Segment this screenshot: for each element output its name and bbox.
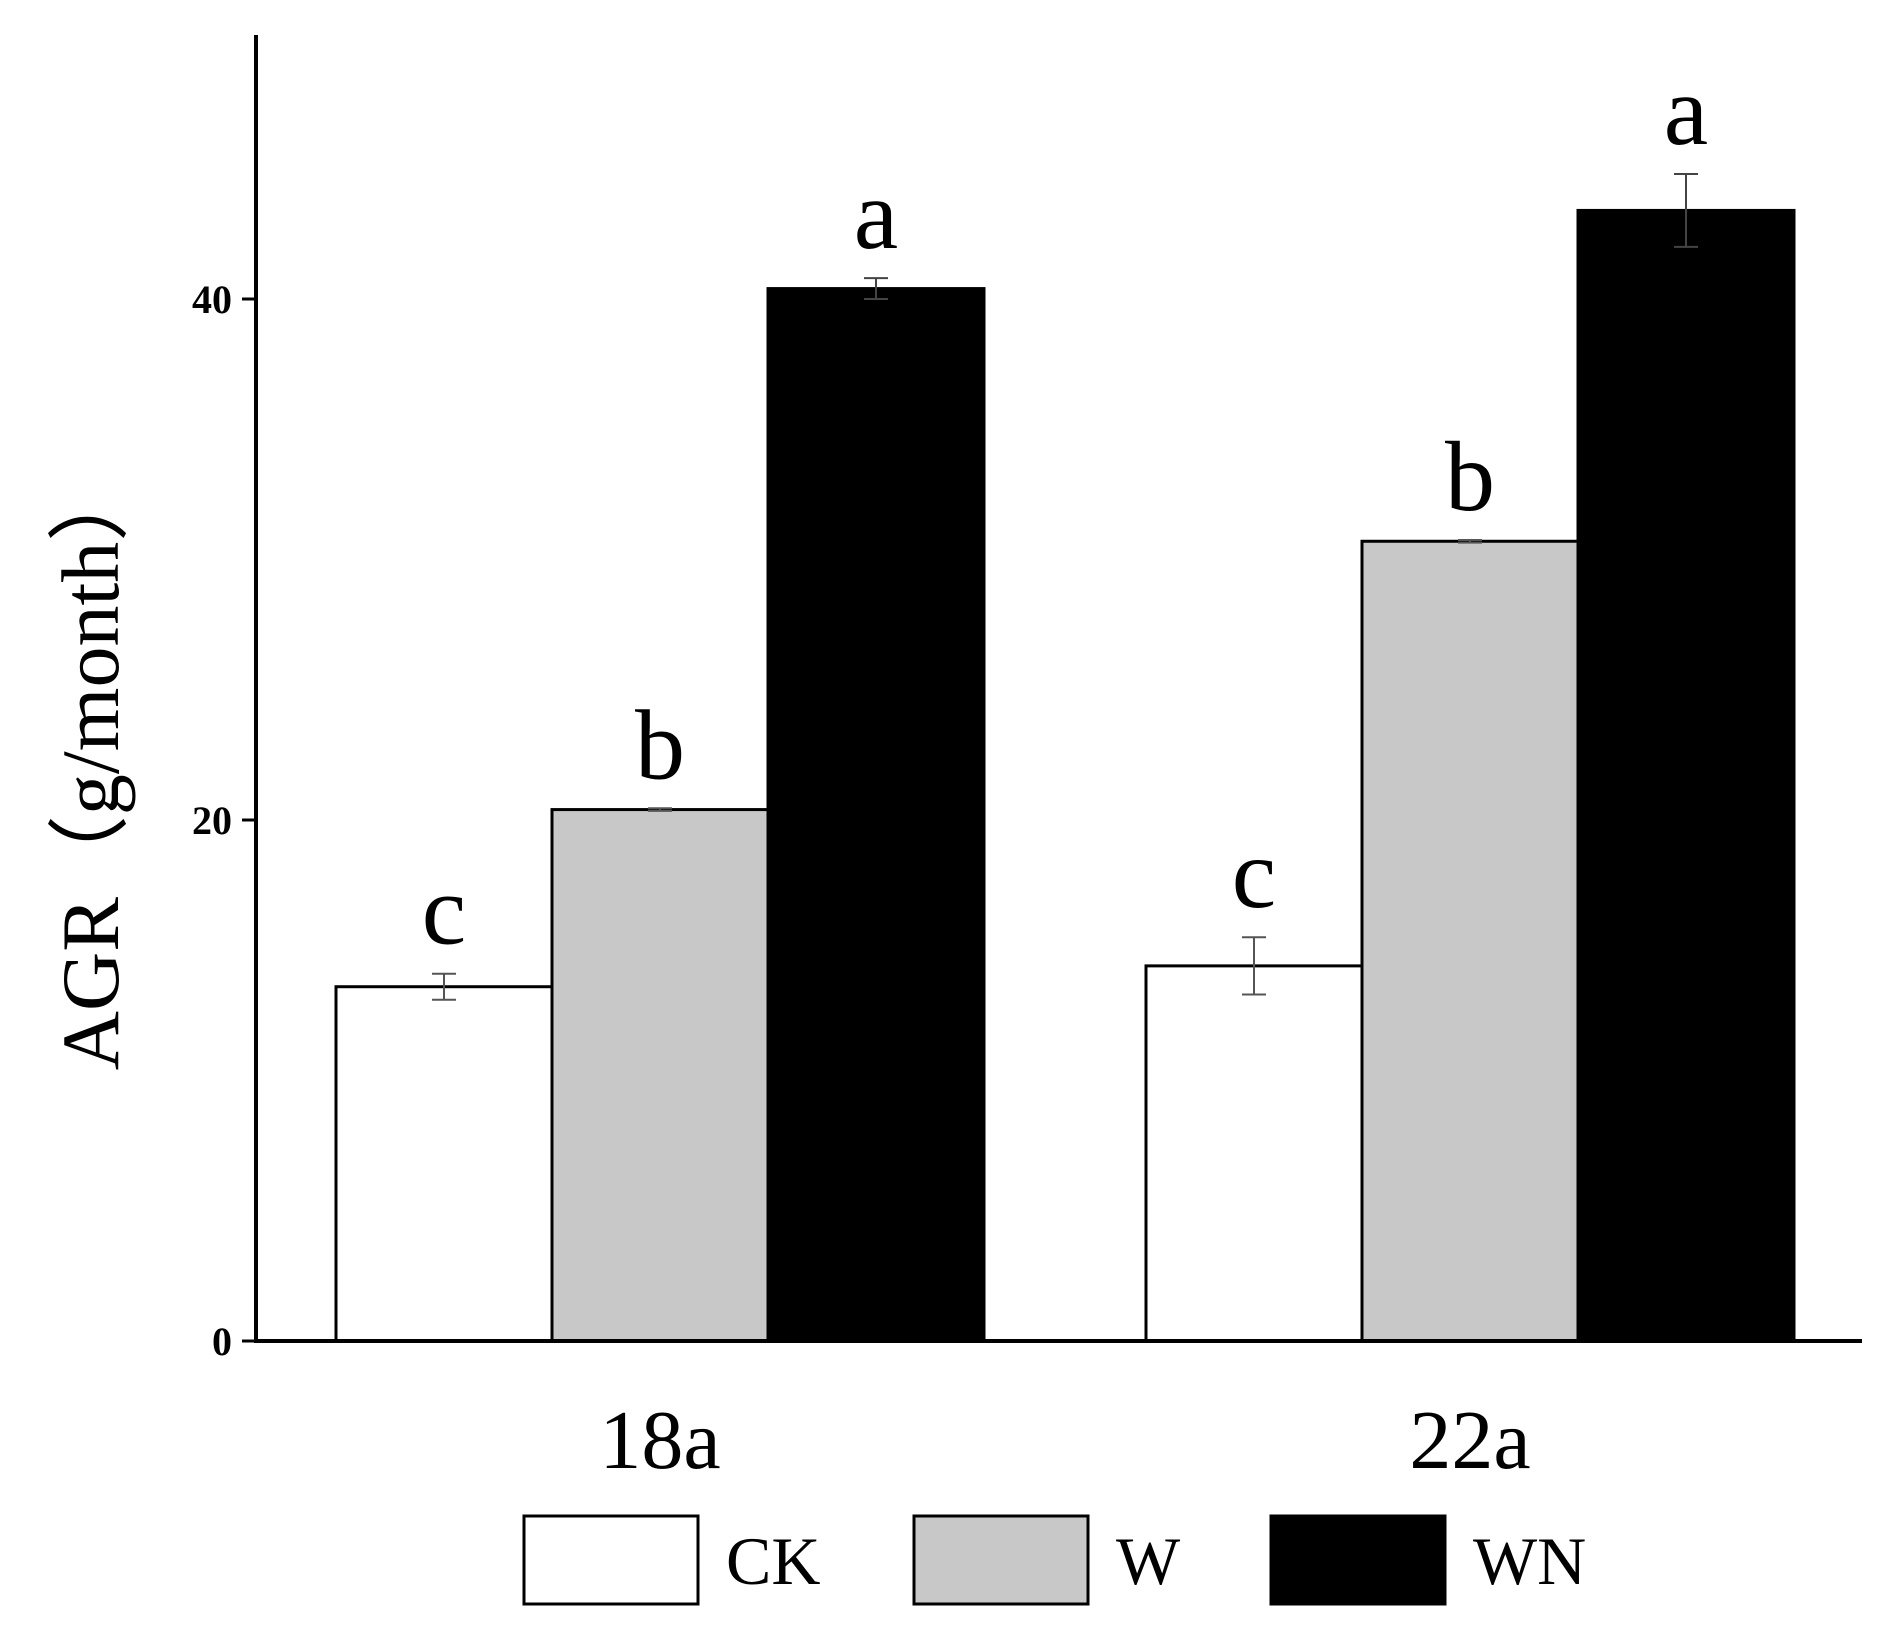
bar-wn-18a bbox=[766, 287, 986, 1343]
significance-letter-w-18a: b bbox=[635, 689, 685, 800]
significance-letter-ck-18a: c bbox=[422, 855, 466, 966]
legend-label-w: W bbox=[1116, 1523, 1181, 1599]
y-tick-label-20: 20 bbox=[192, 798, 232, 843]
legend-label-wn: WN bbox=[1473, 1523, 1586, 1599]
legend-swatch-ck bbox=[522, 1514, 700, 1606]
bar-ck-18a bbox=[334, 985, 554, 1343]
bars-layer bbox=[334, 208, 1796, 1343]
legend-label-ck: CK bbox=[726, 1523, 820, 1599]
x-tick-label-22a: 22a bbox=[1409, 1394, 1530, 1487]
significance-letter-w-22a: b bbox=[1445, 421, 1495, 532]
legend-swatch-wn bbox=[1269, 1514, 1447, 1606]
error-bars-layer bbox=[432, 172, 1698, 1001]
y-axis-label: AGR（g/month） bbox=[45, 460, 136, 1070]
legend-swatch-w bbox=[912, 1514, 1090, 1606]
significance-letters-layer: c b a c b a bbox=[422, 55, 1708, 966]
y-tick-label-40: 40 bbox=[192, 277, 232, 322]
bar-w-22a bbox=[1360, 539, 1580, 1343]
bar-w-18a bbox=[550, 808, 770, 1343]
legend: CK W WN bbox=[522, 1514, 1586, 1606]
x-tick-label-18a: 18a bbox=[599, 1394, 720, 1487]
bar-ck-22a bbox=[1144, 964, 1364, 1343]
significance-letter-wn-18a: a bbox=[854, 159, 898, 270]
axes-layer: 18a 22a 0 20 40 bbox=[192, 35, 1862, 1487]
significance-letter-ck-22a: c bbox=[1232, 818, 1276, 929]
y-tick-label-0: 0 bbox=[212, 1319, 232, 1364]
significance-letter-wn-22a: a bbox=[1664, 55, 1708, 166]
bar-wn-22a bbox=[1576, 208, 1796, 1343]
